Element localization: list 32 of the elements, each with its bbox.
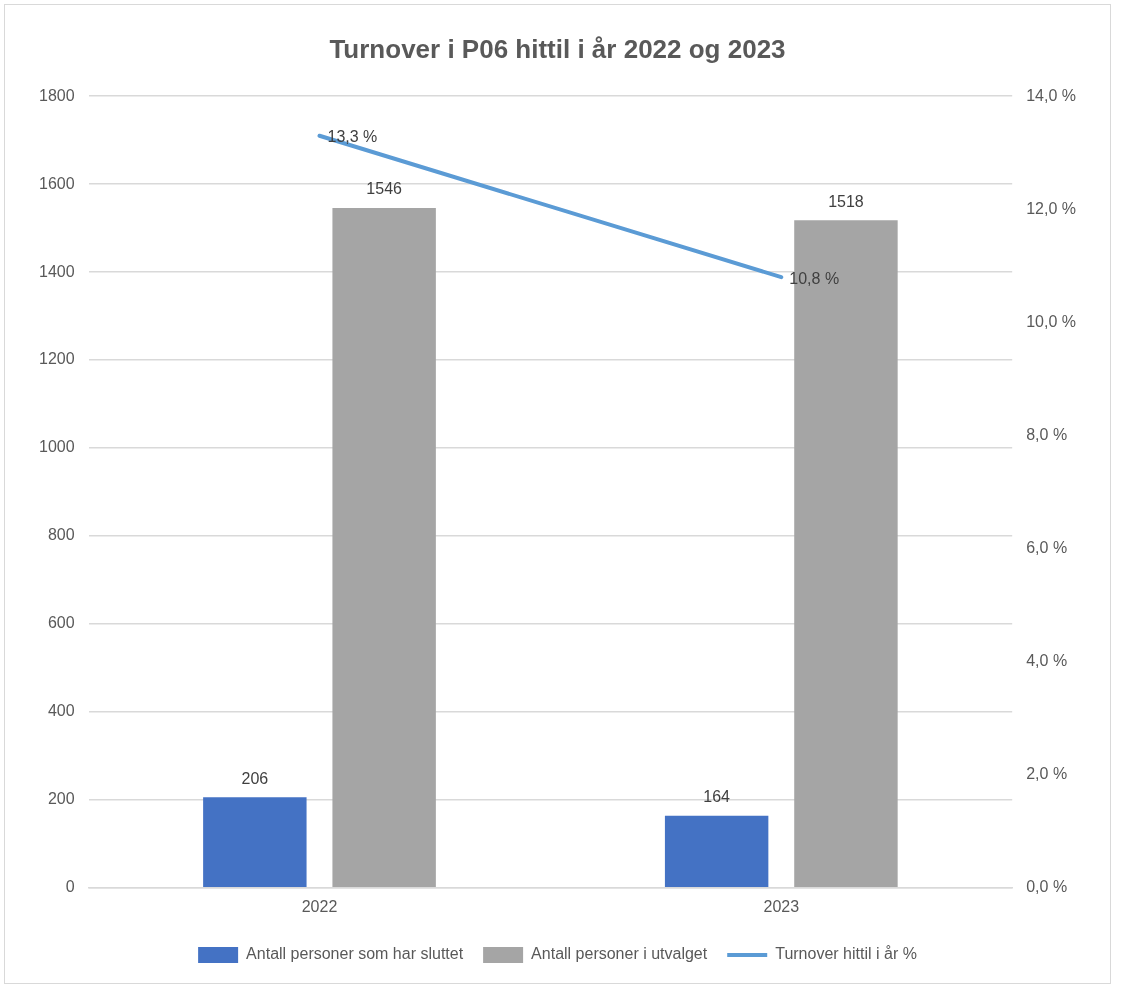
y2-tick-label: 12,0 % bbox=[1026, 199, 1076, 217]
legend-label: Antall personer i utvalget bbox=[531, 945, 708, 963]
bar bbox=[332, 207, 436, 888]
y-tick-label: 1000 bbox=[39, 438, 75, 456]
y-tick-label: 600 bbox=[47, 614, 75, 632]
data-label: 1546 bbox=[366, 180, 403, 198]
y2-tick-label: 6,0 % bbox=[1026, 538, 1068, 556]
y2-tick-label: 14,0 % bbox=[1026, 86, 1076, 104]
y2-tick-label: 10,0 % bbox=[1026, 312, 1076, 330]
y-tick-label: 1600 bbox=[39, 174, 75, 192]
y2-tick-label: 4,0 % bbox=[1026, 652, 1068, 670]
y2-tick-label: 8,0 % bbox=[1026, 425, 1068, 443]
x-tick-label: 2023 bbox=[763, 897, 800, 915]
legend-label: Turnover hittil i år % bbox=[775, 945, 917, 963]
chart-title: Turnover i P06 hittil i år 2022 og 2023 bbox=[329, 33, 786, 64]
y-tick-label: 200 bbox=[47, 790, 75, 808]
x-tick-label: 2022 bbox=[301, 897, 338, 915]
data-label: 206 bbox=[241, 769, 269, 787]
data-label: 164 bbox=[703, 788, 731, 806]
data-label: 13,3 % bbox=[327, 128, 378, 146]
y-tick-label: 1400 bbox=[39, 262, 75, 280]
y2-tick-label: 2,0 % bbox=[1026, 765, 1068, 783]
y-tick-label: 1200 bbox=[39, 350, 75, 368]
y2-tick-label: 0,0 % bbox=[1026, 878, 1068, 896]
y-tick-label: 0 bbox=[65, 878, 75, 896]
data-label: 1518 bbox=[828, 192, 864, 210]
bar bbox=[664, 815, 769, 888]
y-tick-label: 800 bbox=[47, 526, 75, 544]
bar bbox=[203, 797, 307, 888]
y-tick-label: 400 bbox=[47, 702, 75, 720]
legend-label: Antall personer som har sluttet bbox=[246, 945, 464, 963]
y-tick-label: 1800 bbox=[39, 86, 75, 104]
